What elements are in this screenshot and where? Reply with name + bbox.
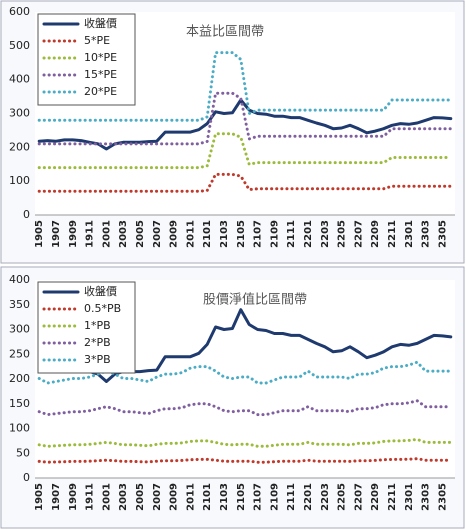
x-tick-label: 2005 [135, 220, 146, 248]
y-tick-label: 500 [9, 39, 30, 52]
y-tick-label: 100 [9, 422, 30, 435]
line-series [37, 91, 453, 146]
legend-box [37, 13, 136, 106]
chart-title: 本益比區間帶 [186, 25, 264, 40]
x-tick-label: 2109 [269, 220, 280, 248]
y-tick-label: 200 [9, 372, 30, 385]
x-tick-label: 1909 [68, 483, 79, 511]
x-tick-label: 2111 [286, 483, 297, 511]
x-tick-label: 1911 [85, 483, 96, 511]
x-tick-label: 2005 [135, 483, 146, 511]
x-tick-label: 2001 [101, 483, 112, 511]
x-tick-label: 2201 [303, 220, 314, 248]
x-tick-label: 2101 [202, 220, 213, 248]
x-tick-label: 2111 [286, 220, 297, 248]
legend-label: 20*PE [84, 85, 117, 98]
x-tick-label: 1905 [34, 483, 45, 511]
legend-label: 10*PE [84, 51, 117, 64]
x-tick-label: 2107 [253, 220, 264, 248]
x-tick-label: 2207 [353, 220, 364, 248]
x-tick-label: 1907 [51, 483, 62, 511]
x-tick-label: 2003 [118, 483, 129, 511]
x-tick-label: 2301 [404, 220, 415, 248]
x-tick-label: 2209 [370, 220, 381, 248]
line-series [37, 98, 453, 151]
y-tick-label: 600 [9, 5, 30, 18]
x-tick-label: 2305 [437, 483, 448, 511]
y-tick-label: 50 [16, 446, 30, 459]
x-tick-label: 2105 [236, 220, 247, 248]
chart-title: 股價淨值比區間帶 [203, 292, 307, 308]
x-tick-label: 2303 [421, 483, 432, 511]
line-series [37, 172, 453, 193]
legend-label: 0.5*PB [84, 302, 121, 315]
x-tick-label: 1909 [68, 220, 79, 248]
x-tick-label: 2211 [387, 220, 398, 248]
y-tick-label: 300 [9, 107, 30, 120]
x-tick-label: 2105 [236, 483, 247, 511]
x-tick-label: 2009 [169, 483, 180, 511]
y-tick-label: 250 [9, 347, 30, 360]
x-tick-label: 2205 [337, 483, 348, 511]
x-tick-label: 2209 [370, 483, 381, 511]
x-tick-label: 2101 [202, 483, 213, 511]
y-tick-label: 300 [9, 323, 30, 336]
y-tick-label: 400 [9, 273, 30, 286]
x-tick-label: 2003 [118, 220, 129, 248]
x-tick-label: 2011 [185, 483, 196, 511]
x-tick-label: 2205 [337, 220, 348, 248]
legend-label: 3*PB [84, 353, 111, 366]
y-tick-label: 400 [9, 73, 30, 86]
x-tick-label: 2303 [421, 220, 432, 248]
line-series [37, 399, 453, 417]
legend-label: 收盤價 [84, 16, 117, 30]
line-series [37, 308, 453, 383]
x-tick-label: 2301 [404, 483, 415, 511]
legend-label: 15*PE [84, 68, 117, 81]
x-tick-label: 2211 [387, 483, 398, 511]
y-tick-label: 0 [23, 208, 30, 221]
x-tick-label: 2007 [152, 220, 163, 248]
legend-label: 5*PE [84, 34, 110, 47]
legend-box [37, 281, 136, 374]
y-tick-label: 100 [9, 174, 30, 187]
line-series [37, 51, 453, 122]
x-tick-label: 2109 [269, 483, 280, 511]
x-tick-label: 2305 [437, 220, 448, 248]
x-tick-label: 1907 [51, 220, 62, 248]
line-series [37, 132, 453, 170]
x-tick-label: 2103 [219, 220, 230, 248]
x-tick-label: 2201 [303, 483, 314, 511]
y-tick-label: 350 [9, 298, 30, 311]
x-tick-label: 2009 [169, 220, 180, 248]
y-tick-label: 0 [23, 471, 30, 484]
x-tick-label: 1911 [85, 220, 96, 248]
x-tick-label: 2203 [320, 483, 331, 511]
y-tick-label: 200 [9, 140, 30, 153]
legend-label: 2*PB [84, 336, 111, 349]
x-tick-label: 1905 [34, 220, 45, 248]
x-tick-label: 2001 [101, 220, 112, 248]
legend-label: 1*PB [84, 319, 111, 332]
x-tick-label: 2207 [353, 483, 364, 511]
x-tick-label: 2011 [185, 220, 196, 248]
y-tick-label: 150 [9, 397, 30, 410]
x-tick-label: 2203 [320, 220, 331, 248]
x-tick-label: 2103 [219, 483, 230, 511]
x-tick-label: 2107 [253, 483, 264, 511]
x-tick-label: 2007 [152, 483, 163, 511]
legend-label: 收盤價 [84, 284, 117, 298]
